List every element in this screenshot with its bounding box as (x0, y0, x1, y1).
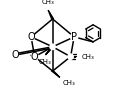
Polygon shape (51, 71, 59, 77)
Text: CH₃: CH₃ (38, 59, 50, 65)
Text: O: O (31, 52, 38, 62)
Circle shape (31, 53, 38, 60)
Text: CH₃: CH₃ (81, 54, 93, 60)
Text: CH₃: CH₃ (62, 80, 75, 86)
Circle shape (49, 44, 55, 49)
Circle shape (67, 54, 73, 59)
Text: O: O (27, 32, 35, 42)
Text: CH₃: CH₃ (41, 0, 54, 6)
Polygon shape (48, 10, 53, 19)
Text: O: O (11, 50, 19, 60)
Circle shape (70, 33, 77, 40)
Text: P: P (70, 32, 76, 42)
Circle shape (27, 33, 34, 40)
Circle shape (45, 4, 50, 9)
Circle shape (11, 51, 18, 58)
Polygon shape (45, 47, 53, 55)
